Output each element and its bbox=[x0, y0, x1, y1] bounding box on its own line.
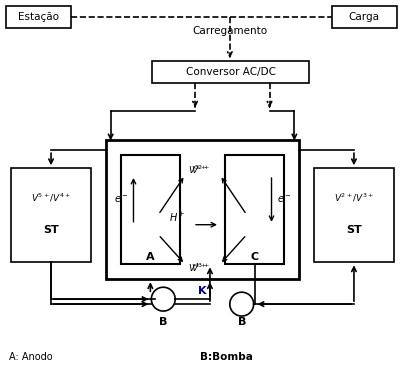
Text: $V^{2+}/V^{3+}$: $V^{2+}/V^{3+}$ bbox=[334, 192, 374, 204]
Text: K: K bbox=[198, 286, 206, 296]
Bar bbox=[120, 155, 180, 264]
Text: Estação: Estação bbox=[18, 12, 59, 22]
Bar bbox=[152, 61, 309, 83]
Text: C: C bbox=[250, 253, 259, 263]
Bar bbox=[314, 168, 393, 262]
Text: B: B bbox=[238, 317, 246, 327]
Text: $V^{3+}$: $V^{3+}$ bbox=[191, 261, 210, 273]
Bar bbox=[106, 140, 299, 279]
Bar bbox=[6, 6, 71, 28]
Text: B:Bomba: B:Bomba bbox=[200, 352, 253, 362]
Text: ST: ST bbox=[43, 225, 59, 235]
Text: A: Anodo: A: Anodo bbox=[9, 352, 53, 362]
Text: $H^+$: $H^+$ bbox=[169, 211, 185, 224]
Text: ST: ST bbox=[346, 225, 362, 235]
Text: B: B bbox=[159, 317, 167, 327]
Text: $V^{4+}$: $V^{4+}$ bbox=[188, 261, 207, 273]
Text: Carregamento: Carregamento bbox=[192, 26, 267, 36]
Text: Conversor AC/DC: Conversor AC/DC bbox=[186, 67, 276, 77]
Text: $V^{2+}$: $V^{2+}$ bbox=[191, 164, 210, 176]
Text: A: A bbox=[146, 253, 155, 263]
Text: $V^{5+}/V^{4+}$: $V^{5+}/V^{4+}$ bbox=[31, 192, 72, 204]
Bar bbox=[11, 168, 91, 262]
Bar bbox=[332, 6, 397, 28]
Bar bbox=[225, 155, 284, 264]
Text: $\mathit{e^-}$: $\mathit{e^-}$ bbox=[114, 195, 128, 205]
Text: $\mathit{e^-}$: $\mathit{e^-}$ bbox=[278, 195, 292, 205]
Text: Carga: Carga bbox=[348, 12, 379, 22]
Text: $V^{5+}$: $V^{5+}$ bbox=[188, 164, 207, 176]
